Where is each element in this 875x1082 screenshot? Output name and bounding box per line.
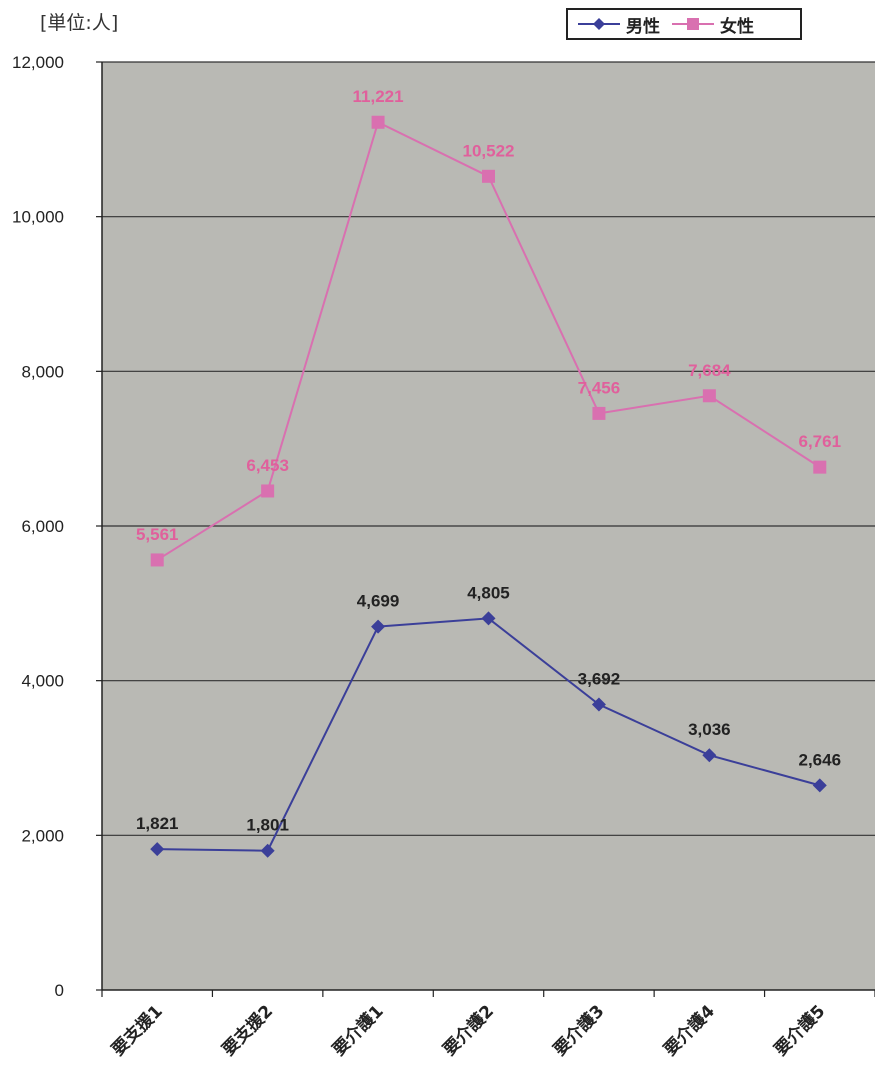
data-point-male	[150, 842, 165, 857]
data-point-female	[592, 406, 606, 420]
data-point-male	[591, 697, 606, 712]
data-label-male: 1,801	[246, 816, 289, 835]
data-point-female	[813, 460, 827, 474]
x-category-label: 要介護4	[660, 1001, 719, 1060]
x-category-label: 要介護2	[439, 1001, 498, 1060]
data-point-male	[481, 611, 496, 626]
legend-item-female: 女性	[670, 12, 754, 37]
legend-label-female: 女性	[720, 16, 754, 37]
data-label-male: 3,036	[688, 720, 731, 739]
data-label-female: 10,522	[463, 141, 515, 160]
data-label-female: 6,453	[246, 456, 289, 475]
data-label-female: 11,221	[353, 87, 404, 106]
y-tick-label: 4,000	[21, 672, 64, 691]
y-tick-label: 2,000	[21, 826, 64, 845]
legend-swatch-male	[578, 18, 620, 30]
data-label-male: 1,821	[136, 814, 179, 833]
data-point-male	[812, 778, 827, 793]
data-label-female: 7,456	[578, 378, 621, 397]
data-point-female	[371, 115, 385, 129]
data-label-male: 2,646	[799, 750, 842, 769]
data-point-female	[261, 484, 275, 498]
y-tick-label: 0	[55, 981, 64, 1000]
legend-label-male: 男性	[626, 16, 660, 37]
y-tick-label: 12,000	[12, 53, 64, 72]
data-point-male	[260, 843, 275, 858]
unit-label: [単位:人]	[40, 12, 119, 34]
x-category-label: 要介護5	[770, 1001, 829, 1060]
x-category-label: 要支援1	[107, 1001, 166, 1060]
data-point-male	[371, 619, 386, 634]
x-category-label: 要介護1	[328, 1001, 387, 1060]
data-point-male	[702, 748, 717, 763]
data-point-female	[482, 169, 495, 183]
data-label-male: 3,692	[578, 669, 621, 688]
data-label-female: 6,761	[799, 432, 842, 451]
data-label-female: 7,684	[688, 361, 731, 380]
data-point-female	[702, 389, 716, 403]
y-tick-label: 10,000	[12, 208, 64, 227]
x-category-label: 要介護3	[549, 1001, 608, 1060]
legend-item-male: 男性	[576, 12, 660, 37]
data-label-male: 4,805	[467, 583, 510, 602]
data-label-male: 4,699	[357, 592, 400, 611]
data-point-female	[150, 553, 164, 567]
legend-swatch-female	[672, 18, 714, 30]
legend: 男性 女性	[566, 8, 802, 40]
y-tick-label: 8,000	[21, 362, 64, 381]
data-label-female: 5,561	[136, 525, 179, 544]
x-category-label: 要支援2	[218, 1001, 277, 1060]
y-tick-label: 6,000	[21, 517, 64, 536]
